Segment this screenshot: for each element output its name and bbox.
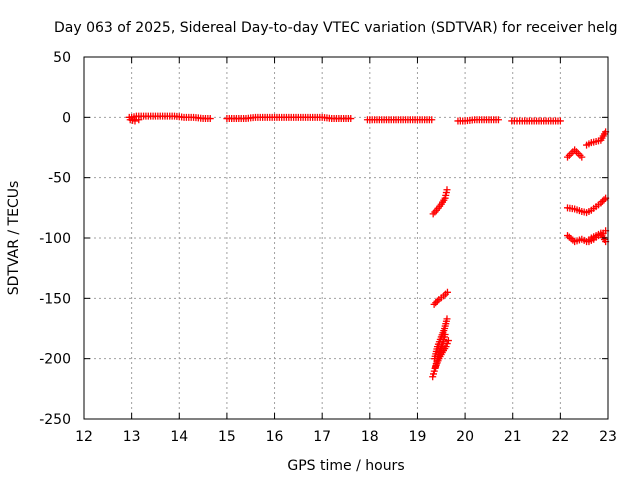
axis-ticks: 12 13 14 15 16 17 18 19 20 21 22 23 50 0 -50 -100 -150 -2… [39,50,617,445]
y-tick-label: -50 [48,171,71,187]
data-point-marker [443,288,451,296]
x-tick-label: 21 [504,429,522,445]
y-tick-label: -100 [39,231,71,247]
x-tick-label: 15 [218,429,236,445]
x-tick-label: 13 [123,429,141,445]
data-point-marker [441,331,449,339]
x-tick-label: 20 [456,429,474,445]
chart-title: Day 063 of 2025, Sidereal Day-to-day VTE… [54,20,617,36]
x-tick-label: 16 [266,429,284,445]
data-point-marker [432,299,440,307]
data-point-marker [206,115,214,123]
data-point-marker [444,337,452,345]
data-point-marker [600,196,608,204]
x-tick-label: 23 [599,429,617,445]
data-point-marker [131,117,139,125]
data-point-marker [578,153,586,161]
data-point-marker [494,116,502,124]
data-point-marker [430,300,438,308]
y-axis-label: SDTVAR / TECUs [6,181,22,296]
data-point-marker [597,199,605,207]
data-point-marker [442,343,450,351]
data-point-marker [598,197,606,205]
x-tick-label: 22 [551,429,569,445]
y-tick-label: -250 [39,412,71,428]
y-tick-label: -200 [39,352,71,368]
data-point-marker [135,116,143,124]
x-tick-label: 18 [361,429,379,445]
x-tick-label: 19 [409,429,427,445]
x-tick-label: 12 [75,429,93,445]
data-marks [125,112,610,381]
data-point-marker [443,186,451,194]
data-point-marker [443,315,451,323]
x-tick-label: 17 [313,429,331,445]
x-axis-label: GPS time / hours [287,458,404,474]
data-point-marker [433,297,441,305]
y-tick-label: 0 [62,110,71,126]
y-tick-label: -150 [39,291,71,307]
grid-lines [84,57,608,419]
data-point-marker [347,115,355,123]
data-point-marker [443,340,451,348]
data-point-marker [428,116,436,124]
x-tick-label: 14 [170,429,188,445]
data-point-marker [556,117,564,125]
y-tick-label: 50 [53,50,71,66]
